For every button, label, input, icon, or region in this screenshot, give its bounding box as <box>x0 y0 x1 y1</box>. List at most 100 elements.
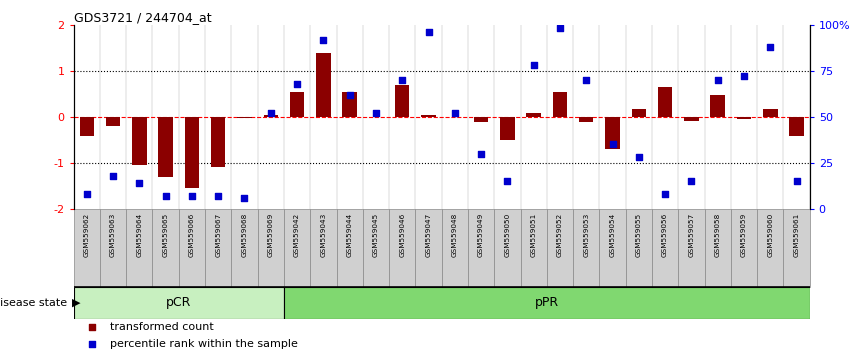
Bar <box>784 209 810 287</box>
Bar <box>395 85 410 117</box>
Bar <box>205 209 231 287</box>
Point <box>158 193 172 199</box>
Bar <box>520 209 546 287</box>
Bar <box>757 209 784 287</box>
Bar <box>416 209 442 287</box>
Text: GSM559069: GSM559069 <box>268 213 274 257</box>
Bar <box>474 117 488 122</box>
Point <box>132 180 146 186</box>
Bar <box>211 117 225 166</box>
Text: pCR: pCR <box>166 296 191 309</box>
Text: GSM559047: GSM559047 <box>425 213 431 257</box>
Bar <box>468 209 494 287</box>
Bar <box>284 209 310 287</box>
Text: GSM559050: GSM559050 <box>504 213 510 257</box>
Point <box>290 81 304 86</box>
Bar <box>184 117 199 188</box>
Text: GSM559063: GSM559063 <box>110 213 116 257</box>
Text: GSM559058: GSM559058 <box>714 213 721 257</box>
Bar <box>731 209 757 287</box>
Point <box>395 77 409 83</box>
Text: percentile rank within the sample: percentile rank within the sample <box>111 339 298 349</box>
Point <box>475 151 488 156</box>
Text: GSM559055: GSM559055 <box>636 213 642 257</box>
Text: GSM559067: GSM559067 <box>216 213 221 257</box>
Bar <box>337 209 363 287</box>
Bar <box>605 117 620 149</box>
Text: GSM559064: GSM559064 <box>136 213 142 257</box>
Point <box>316 37 330 42</box>
Text: GSM559046: GSM559046 <box>399 213 405 257</box>
Point <box>85 341 99 347</box>
Bar <box>237 117 252 118</box>
Point <box>711 77 725 83</box>
Point <box>658 191 672 197</box>
Bar <box>573 209 599 287</box>
Bar <box>152 209 178 287</box>
Text: GSM559043: GSM559043 <box>320 213 326 257</box>
Text: disease state: disease state <box>0 298 68 308</box>
Text: GSM559068: GSM559068 <box>242 213 248 257</box>
Bar <box>100 209 126 287</box>
Point <box>790 178 804 184</box>
Bar <box>421 115 436 117</box>
Bar <box>290 92 304 117</box>
Bar <box>625 209 652 287</box>
Bar <box>501 117 514 140</box>
Point <box>211 193 225 199</box>
Text: GSM559051: GSM559051 <box>531 213 537 257</box>
Point <box>684 178 698 184</box>
Text: GSM559060: GSM559060 <box>767 213 773 257</box>
Text: GSM559059: GSM559059 <box>741 213 747 257</box>
Point <box>85 324 99 329</box>
Bar <box>652 209 678 287</box>
Bar <box>284 287 810 319</box>
Point <box>632 154 646 160</box>
Bar <box>789 117 804 136</box>
Text: GSM559056: GSM559056 <box>662 213 668 257</box>
Point <box>369 110 383 116</box>
Point <box>448 110 462 116</box>
Point <box>553 25 567 31</box>
Bar <box>80 117 94 136</box>
Bar <box>527 113 541 117</box>
Bar <box>158 117 173 177</box>
Bar <box>658 87 672 117</box>
Point <box>107 173 120 178</box>
Bar <box>705 209 731 287</box>
Bar <box>579 117 593 122</box>
Point <box>422 29 436 35</box>
Text: pPR: pPR <box>534 296 559 309</box>
Bar <box>710 95 725 117</box>
Text: GSM559053: GSM559053 <box>584 213 589 257</box>
Bar <box>74 209 100 287</box>
Bar <box>258 209 284 287</box>
Bar <box>389 209 416 287</box>
Text: GSM559048: GSM559048 <box>452 213 458 257</box>
Text: GSM559044: GSM559044 <box>346 213 352 257</box>
Bar <box>178 209 205 287</box>
Point <box>185 193 199 199</box>
Bar <box>74 287 284 319</box>
Point <box>605 142 619 147</box>
Bar <box>763 109 778 117</box>
Bar <box>231 209 258 287</box>
Bar <box>553 92 567 117</box>
Text: GDS3721 / 244704_at: GDS3721 / 244704_at <box>74 11 211 24</box>
Text: GSM559042: GSM559042 <box>294 213 300 257</box>
Bar <box>494 209 520 287</box>
Bar <box>678 209 705 287</box>
Bar <box>684 117 699 120</box>
Text: GSM559049: GSM559049 <box>478 213 484 257</box>
Bar <box>599 209 625 287</box>
Point <box>343 92 357 98</box>
Text: transformed count: transformed count <box>111 321 214 332</box>
Bar <box>316 53 331 117</box>
Text: GSM559045: GSM559045 <box>373 213 379 257</box>
Point <box>737 74 751 79</box>
Text: ▶: ▶ <box>72 298 81 308</box>
Bar <box>106 117 120 126</box>
Bar <box>310 209 337 287</box>
Point <box>80 191 94 197</box>
Point <box>501 178 514 184</box>
